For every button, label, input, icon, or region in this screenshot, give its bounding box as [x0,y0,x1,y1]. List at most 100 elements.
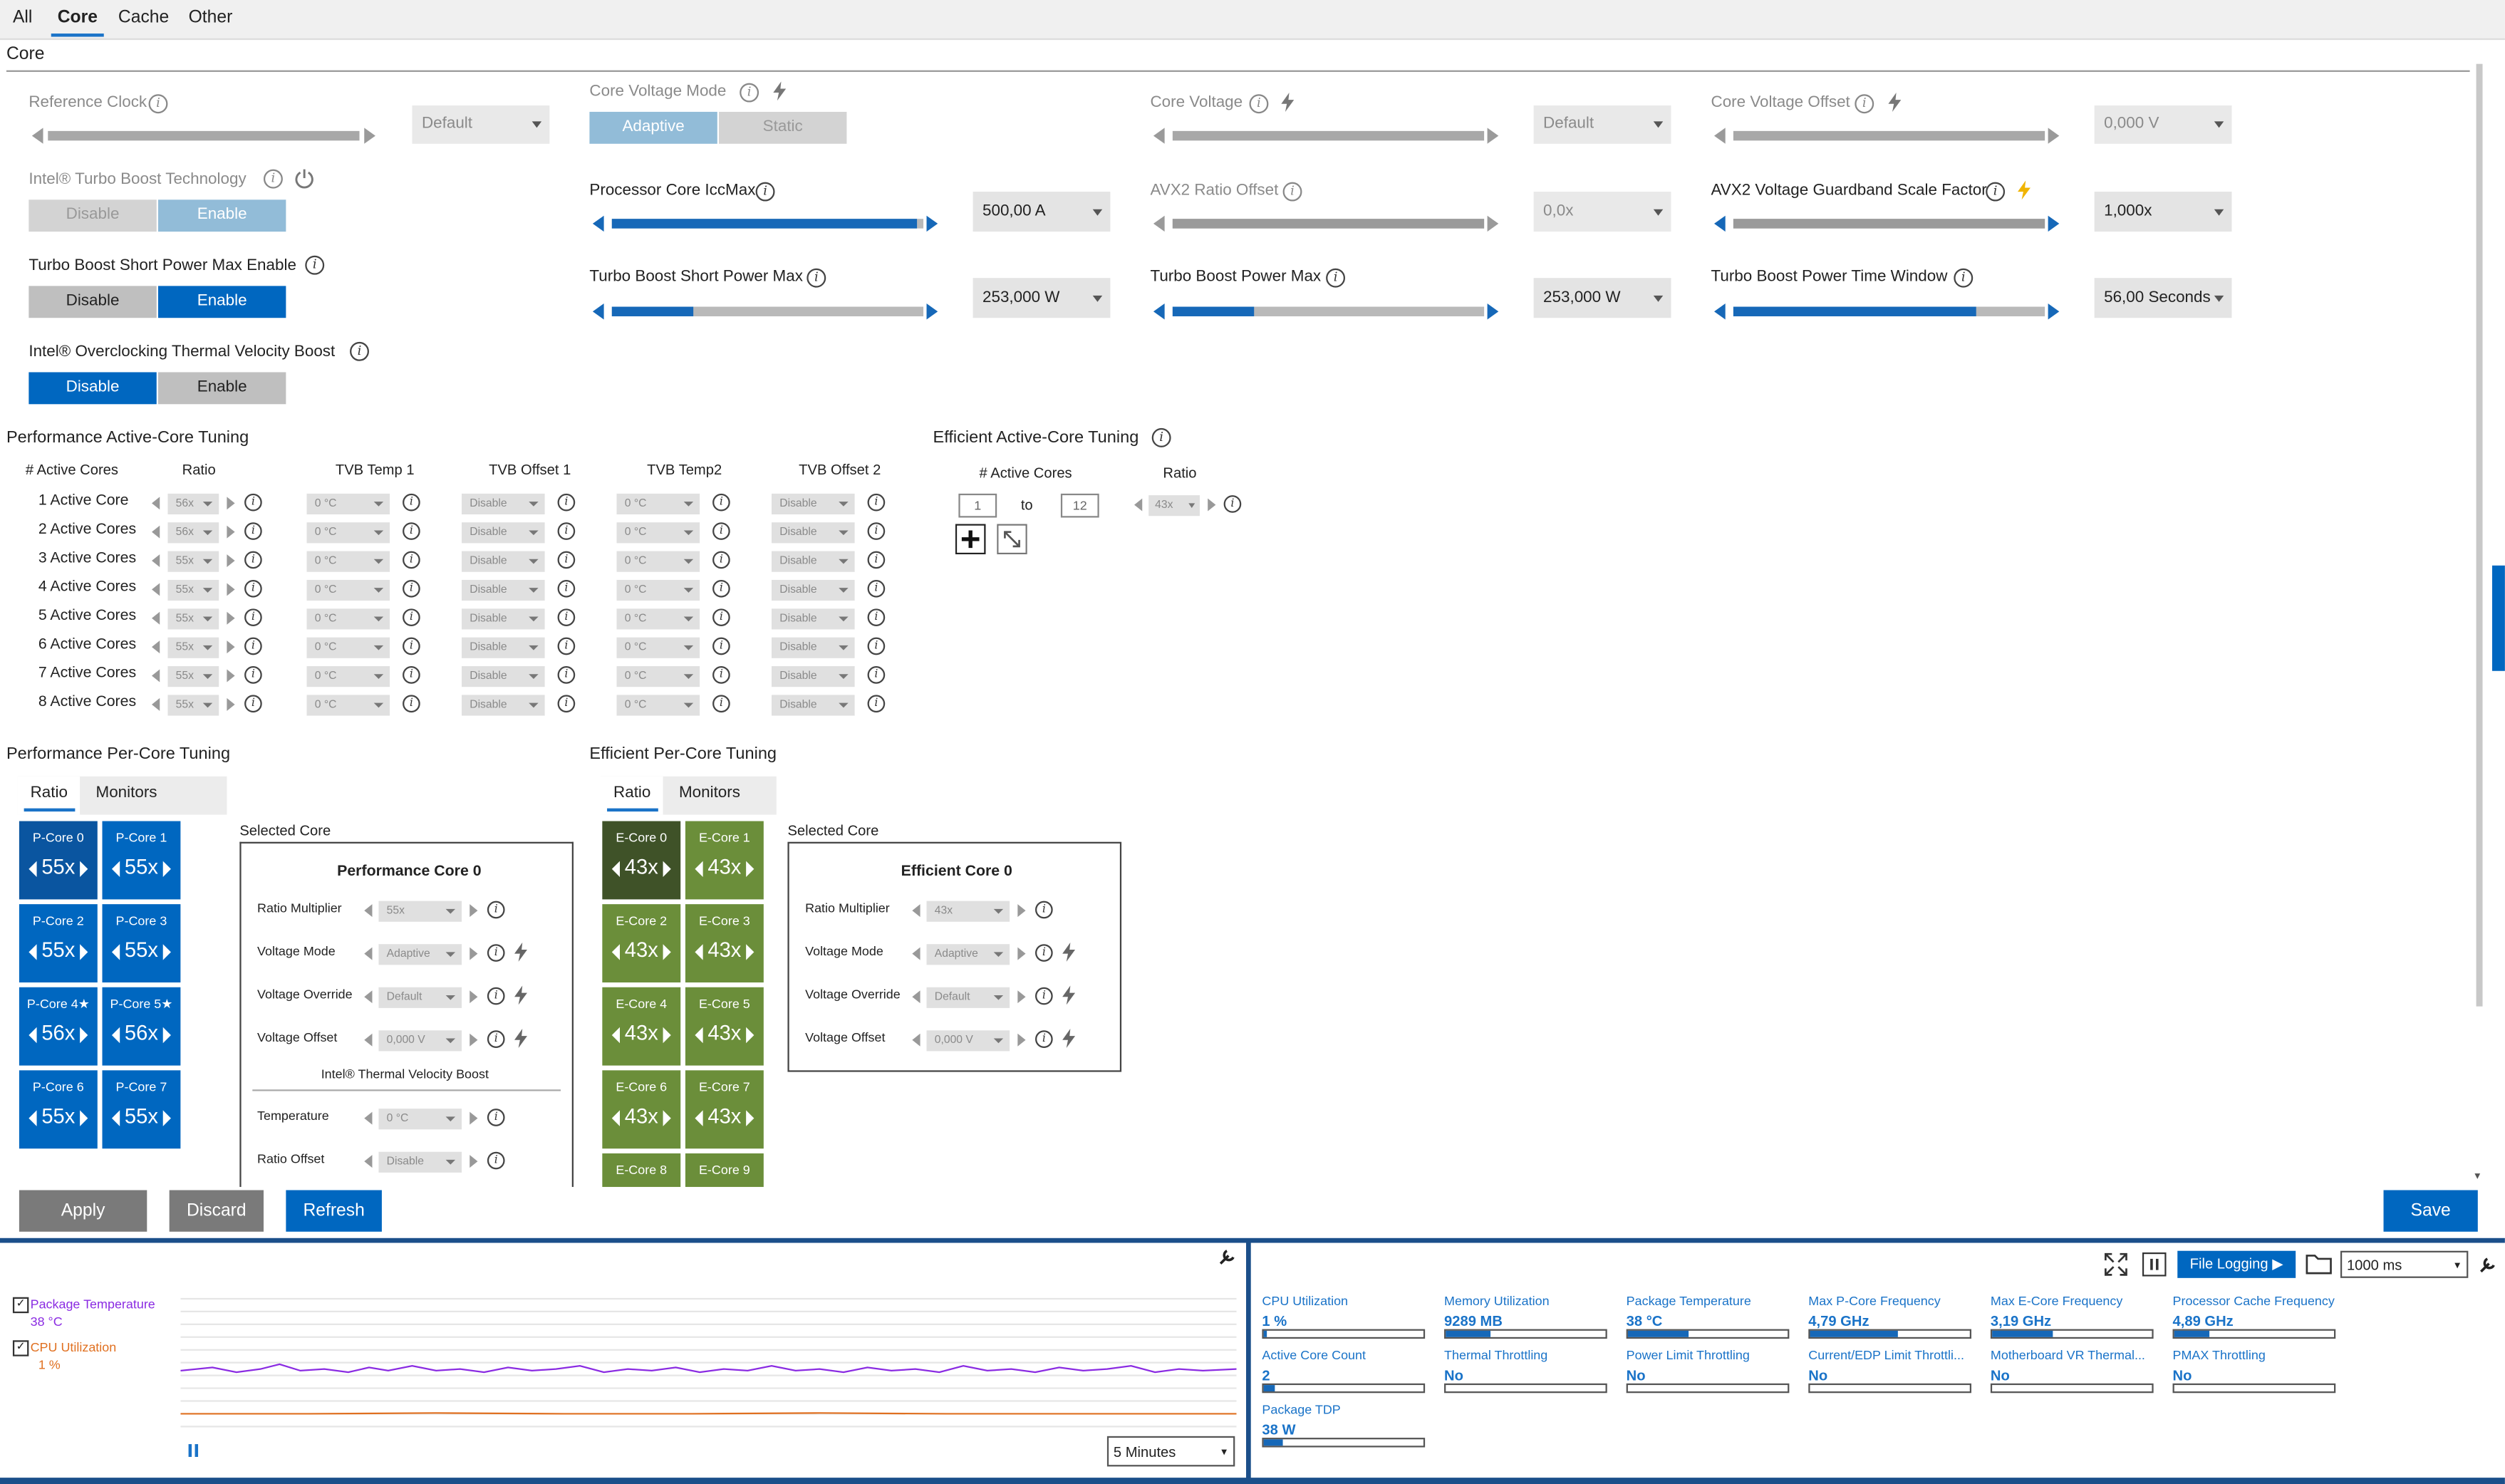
avx2-ratio-offset-info-icon[interactable]: i [1282,182,1302,202]
pac-off1-dropdown[interactable]: Disable [462,666,545,687]
pac-ratio-decrease-arrow[interactable] [152,697,160,711]
p-core-tile[interactable]: P-Core 5★ 56x [102,987,181,1066]
perf-per-core-tab-ratio[interactable]: Ratio [30,784,68,802]
tile-decrease-arrow[interactable] [611,861,621,878]
info-icon[interactable]: i [712,637,730,655]
pac-off2-dropdown[interactable]: Disable [772,551,855,572]
info-icon[interactable]: i [867,608,886,626]
info-icon[interactable]: i [867,666,886,684]
pac-ratio-dropdown[interactable]: 55x [167,579,219,601]
tile-decrease-arrow[interactable] [695,1027,703,1044]
e-core-tile[interactable]: E-Core 8 [602,1153,681,1188]
info-icon[interactable]: i [403,522,420,540]
pac-ratio-decrease-arrow[interactable] [152,640,160,654]
panel-value-dropdown[interactable]: 0 °C [378,1109,462,1130]
e-core-tile[interactable]: E-Core 1 43x [685,821,764,900]
tile-decrease-arrow[interactable] [111,861,120,878]
tile-increase-arrow[interactable] [746,861,754,878]
tile-increase-arrow[interactable] [162,1110,171,1126]
package-temp-checkbox[interactable]: ✓ [12,1297,29,1314]
e-core-tile[interactable]: E-Core 9 [685,1153,764,1188]
tile-decrease-arrow[interactable] [695,944,703,960]
core-voltage-offset-increase-arrow[interactable] [2048,128,2060,144]
power-max-dropdown[interactable]: 253,000 W [1533,278,1671,318]
save-button[interactable]: Save [2383,1190,2478,1232]
power-max-decrease-arrow[interactable] [1153,303,1165,320]
pac-off1-dropdown[interactable]: Disable [462,522,545,544]
info-icon[interactable]: i [244,695,262,713]
graph-pause-icon[interactable] [188,1444,192,1457]
reference-clock-increase-arrow[interactable] [364,128,375,144]
pac-temp2-dropdown[interactable]: 0 °C [616,637,700,658]
tab-cache[interactable]: Cache [118,8,170,28]
pac-ratio-increase-arrow[interactable] [227,611,235,625]
e-core-tile[interactable]: E-Core 0 43x [602,821,681,900]
info-icon[interactable]: i [867,579,886,598]
tile-decrease-arrow[interactable] [611,944,621,960]
pac-off1-dropdown[interactable]: Disable [462,551,545,572]
panel-increase-arrow[interactable] [1017,947,1026,960]
info-icon[interactable]: i [712,493,730,512]
panel-increase-arrow[interactable] [470,1155,478,1168]
short-power-max-enable-disable[interactable]: Disable [28,286,157,318]
cpu-util-checkbox[interactable]: ✓ [12,1340,29,1356]
power-time-window-dropdown[interactable]: 56,00 Seconds [2094,278,2232,318]
e-core-tile[interactable]: E-Core 7 43x [685,1070,764,1149]
info-icon[interactable]: i [557,666,576,684]
info-icon[interactable]: i [487,944,505,962]
p-core-tile[interactable]: P-Core 3 55x [102,904,181,983]
info-icon[interactable]: i [403,551,420,569]
pac-temp2-dropdown[interactable]: 0 °C [616,522,700,544]
tile-increase-arrow[interactable] [162,861,171,878]
tile-decrease-arrow[interactable] [111,944,120,960]
eac-to-input[interactable]: 12 [1060,493,1099,518]
info-icon[interactable]: i [487,1151,505,1170]
pac-ratio-decrease-arrow[interactable] [152,669,160,683]
pac-temp2-dropdown[interactable]: 0 °C [616,579,700,601]
tile-decrease-arrow[interactable] [28,861,37,878]
info-icon[interactable]: i [1035,987,1053,1005]
pac-off2-dropdown[interactable]: Disable [772,695,855,716]
panel-decrease-arrow[interactable] [364,1155,373,1168]
info-icon[interactable]: i [487,901,505,919]
power-time-window-info-icon[interactable]: i [1954,268,1974,288]
tile-increase-arrow[interactable] [663,1110,671,1126]
avx2-guardband-slider[interactable] [1733,219,2045,229]
core-voltage-mode-static[interactable]: Static [719,111,847,144]
eac-ratio-increase-arrow[interactable] [1208,498,1216,512]
panel-increase-arrow[interactable] [1017,904,1026,918]
panel-decrease-arrow[interactable] [364,990,373,1004]
pac-ratio-dropdown[interactable]: 55x [167,608,219,630]
pac-ratio-dropdown[interactable]: 55x [167,551,219,572]
short-power-max-enable-info-icon[interactable]: i [305,255,325,275]
reference-clock-dropdown[interactable]: Default [412,105,550,144]
tile-increase-arrow[interactable] [162,944,171,960]
info-icon[interactable]: i [487,1109,505,1126]
avx2-ratio-offset-decrease-arrow[interactable] [1153,215,1165,232]
tab-all[interactable]: All [12,8,33,28]
power-time-window-increase-arrow[interactable] [2048,303,2060,320]
discard-button[interactable]: Discard [169,1190,264,1232]
info-icon[interactable]: i [557,695,576,713]
tvb-info-icon[interactable]: i [350,341,369,361]
panel-increase-arrow[interactable] [1017,990,1026,1004]
e-core-tile[interactable]: E-Core 2 43x [602,904,681,983]
info-icon[interactable]: i [244,522,262,540]
info-icon[interactable]: i [557,579,576,598]
folder-icon[interactable] [2306,1252,2333,1275]
side-panel-handle[interactable] [2491,565,2505,671]
p-core-tile[interactable]: P-Core 6 55x [19,1070,98,1149]
add-icon[interactable] [955,524,986,555]
iccmax-info-icon[interactable]: i [755,182,775,202]
pac-ratio-decrease-arrow[interactable] [152,583,160,596]
pac-temp1-dropdown[interactable]: 0 °C [306,695,390,716]
reference-clock-decrease-arrow[interactable] [31,128,43,144]
avx2-guardband-dropdown[interactable]: 1,000x [2094,192,2232,232]
tile-decrease-arrow[interactable] [111,1027,120,1044]
power-time-window-slider[interactable] [1733,306,2045,316]
tile-increase-arrow[interactable] [80,944,88,960]
pac-temp1-dropdown[interactable]: 0 °C [306,551,390,572]
eac-from-input[interactable]: 1 [958,493,997,518]
panel-decrease-arrow[interactable] [364,1033,373,1047]
panel-increase-arrow[interactable] [470,947,478,960]
